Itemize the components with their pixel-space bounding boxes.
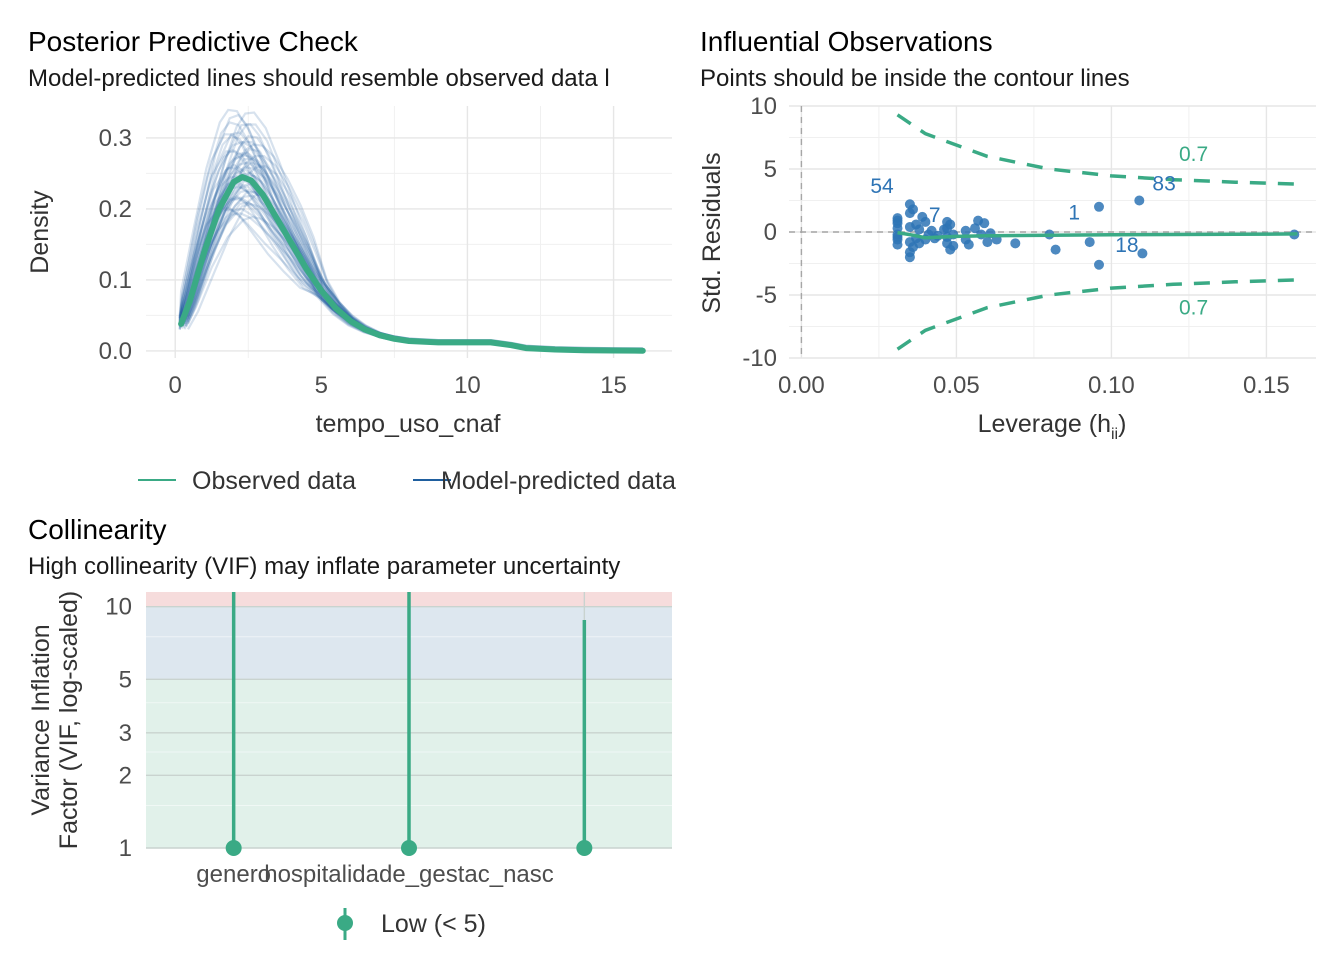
influence-point-label: 54 — [870, 175, 894, 198]
legend-observed-label: Observed data — [192, 467, 356, 495]
influence-point — [979, 218, 990, 229]
ppc-x-tick-label: 15 — [600, 372, 627, 399]
ppc-y-tick-label: 0.3 — [99, 125, 132, 152]
ppc-x-tick-label: 5 — [315, 372, 328, 399]
influence-point — [970, 223, 980, 234]
vif-lollipop-dot — [225, 840, 242, 856]
influence-point — [904, 252, 915, 263]
influence-point — [1050, 244, 1061, 255]
influence-contour-upper — [896, 113, 1298, 186]
ppc-legend: Observed data Model-predicted data — [138, 467, 676, 495]
influence-x-tick-label: 0.05 — [933, 372, 980, 399]
ppc-predicted-draw-line — [184, 202, 643, 352]
influence-point — [945, 219, 956, 230]
influence-point — [1137, 248, 1148, 259]
influence-point — [960, 225, 971, 236]
influence-point — [1010, 238, 1021, 249]
influence-contour-lower — [896, 278, 1298, 351]
influence-y-tick-label: 0 — [764, 219, 777, 246]
ppc-subtitle: Model-predicted lines should resemble ob… — [28, 65, 610, 92]
ppc-predicted-draw-line — [178, 195, 643, 352]
influence-x-axis-label: Leverage (hii) — [978, 410, 1127, 443]
vif-x-tick-label: genero — [196, 861, 271, 888]
ppc-x-tick-label: 10 — [454, 372, 481, 399]
influence-point — [908, 204, 918, 215]
collinearity-subtitle: High collinearity (VIF) may inflate para… — [28, 553, 620, 580]
ppc-predicted-draw-line — [187, 190, 643, 352]
influence-point — [914, 224, 925, 235]
ppc-title: Posterior Predictive Check — [28, 26, 359, 57]
influence-point-label: 7 — [929, 204, 941, 227]
vif-x-tick-label: hospitalidade_gestac_nasc — [264, 861, 554, 888]
vif-y-axis-label-line1: Variance Inflation — [27, 624, 55, 815]
influence-y-tick-label: -10 — [742, 345, 777, 372]
ppc-y-tick-label: 0.1 — [99, 267, 132, 294]
ppc-x-axis-label: tempo_uso_cnaf — [316, 410, 501, 438]
collinearity-panel: Collinearity High collinearity (VIF) may… — [27, 514, 672, 940]
legend-low-label: Low (< 5) — [381, 910, 486, 938]
influence-y-axis-label: Std. Residuals — [698, 152, 726, 313]
vif-y-tick-label: 1 — [119, 835, 132, 862]
influence-contour-label-lower: 0.7 — [1179, 297, 1208, 320]
influence-point — [892, 239, 903, 250]
ppc-observed-line — [178, 174, 646, 354]
influence-point — [1134, 195, 1145, 206]
influence-contour-lines: 0.7 0.7 — [896, 113, 1298, 351]
influence-point — [920, 216, 931, 227]
influence-y-tick-label: 5 — [764, 156, 777, 183]
influence-point-label: 83 — [1152, 172, 1175, 195]
influence-smooth-line — [897, 230, 1298, 240]
influence-x-tick-label: 0.10 — [1088, 372, 1135, 399]
legend-predicted-label: Model-predicted data — [441, 467, 676, 495]
vif-y-axis-label-line2: Factor (VIF, log-scaled) — [55, 591, 83, 849]
ppc-predicted-draw-line — [178, 212, 643, 352]
vif-legend: Low (< 5) — [337, 908, 486, 940]
influence-point — [948, 240, 959, 251]
influence-point-labels: 54 7 1 83 18 — [870, 172, 1175, 257]
ppc-y-tick-label: 0.2 — [99, 196, 132, 223]
vif-y-tick-label: 3 — [119, 720, 132, 747]
influence-point-label: 1 — [1068, 201, 1080, 224]
influence-point — [1084, 237, 1095, 248]
legend-clip-mask — [688, 455, 708, 505]
vif-lollipops — [225, 592, 593, 856]
influence-point-label: 18 — [1115, 234, 1138, 257]
ppc-predicted-draw-line — [178, 185, 643, 352]
influence-y-tick-label: -5 — [756, 282, 777, 309]
influence-tick-labels: 0.00 0.05 0.10 0.15 -10 -5 0 5 10 — [742, 93, 1289, 399]
influence-point — [1094, 259, 1104, 270]
influence-panel: Influential Observations Points should b… — [698, 26, 1316, 443]
ppc-predicted-lines — [178, 108, 643, 352]
influence-x-tick-label: 0.00 — [778, 372, 825, 399]
vif-y-tick-label: 5 — [119, 666, 132, 693]
ppc-panel: Posterior Predictive Check Model-predict… — [26, 26, 708, 505]
influence-point — [892, 215, 903, 226]
influence-subtitle: Points should be inside the contour line… — [700, 65, 1130, 92]
vif-lollipop-dot — [576, 840, 593, 856]
vif-lollipop-dot — [401, 840, 417, 856]
influence-gridlines — [789, 105, 1316, 359]
ppc-predicted-draw-line — [178, 197, 643, 352]
vif-y-tick-label: 2 — [119, 762, 132, 789]
influence-title: Influential Observations — [700, 26, 993, 57]
legend-low-key-dot — [337, 915, 353, 931]
ppc-y-tick-label: 0.0 — [99, 338, 132, 365]
influence-x-tick-label: 0.15 — [1243, 372, 1290, 399]
ppc-predicted-draw-line — [183, 201, 643, 352]
ppc-x-tick-label: 0 — [169, 372, 182, 399]
vif-y-tick-label: 10 — [105, 594, 132, 621]
influence-contour-label-upper: 0.7 — [1179, 143, 1208, 166]
influence-point — [963, 239, 974, 250]
ppc-y-axis-label: Density — [26, 190, 54, 274]
ppc-predicted-draw-line — [178, 196, 643, 352]
influence-point — [1094, 201, 1104, 212]
influence-y-tick-label: 10 — [750, 93, 777, 120]
collinearity-title: Collinearity — [28, 514, 167, 545]
influence-point — [982, 237, 993, 248]
ppc-gridlines — [146, 106, 672, 358]
ppc-tick-labels: 0 5 10 15 0.0 0.1 0.2 0.3 — [99, 125, 627, 399]
